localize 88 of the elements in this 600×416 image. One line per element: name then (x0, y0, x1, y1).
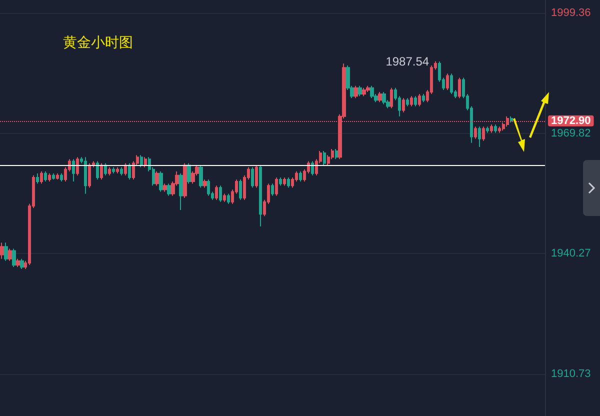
candlestick (378, 91, 382, 103)
candlestick (116, 166, 119, 174)
candlestick (4, 242, 8, 262)
candlestick (84, 156, 87, 194)
candlestick (223, 193, 226, 202)
candlestick (124, 162, 127, 176)
candlestick (410, 96, 413, 107)
candlestick (140, 154, 143, 168)
candlestick (354, 85, 358, 99)
candlestick (458, 77, 461, 99)
candlestick (259, 164, 262, 227)
candlestick (48, 172, 51, 182)
candlestick (422, 94, 425, 103)
candlestick (279, 176, 282, 186)
candlestick (20, 258, 24, 270)
candlestick (108, 166, 111, 176)
candlestick (271, 183, 274, 196)
candlestick (358, 85, 362, 97)
candlestick (382, 91, 386, 105)
candlestick (155, 170, 159, 186)
candlestick (72, 158, 75, 182)
candlestick (275, 176, 278, 196)
candlestick (335, 148, 338, 160)
candlestick (323, 150, 326, 166)
text: 黄金小时图 (63, 34, 133, 50)
y-tick-label: 1969.82 (551, 127, 591, 140)
candlestick (287, 176, 290, 188)
candlestick (120, 166, 123, 176)
candlestick (0, 242, 4, 260)
candlestick (510, 116, 513, 124)
candlestick (100, 162, 103, 180)
candlestick (104, 162, 107, 176)
candlestick (88, 162, 91, 188)
candlestick (12, 248, 16, 268)
candlestick (187, 162, 191, 184)
candlestick (215, 185, 218, 200)
candlestick (76, 156, 79, 176)
candlestick (44, 170, 47, 182)
candlestick (239, 179, 242, 200)
candlestick (498, 126, 501, 134)
candlestick (40, 170, 43, 184)
candlestick (390, 87, 393, 109)
candlestick (482, 126, 485, 142)
candlestick (8, 248, 12, 262)
candlestick (207, 179, 210, 196)
candlestick (92, 160, 95, 168)
y-tick-label: 1940.27 (551, 248, 591, 260)
candlestick (96, 160, 99, 180)
candlestick (203, 179, 207, 188)
candlestick (366, 85, 370, 92)
candlestick (255, 164, 258, 188)
ref-line-label: 1972.90 (551, 114, 591, 127)
candlestick (311, 160, 314, 176)
candlestick (406, 98, 409, 107)
candlestick (478, 126, 481, 148)
y-tick-label: 1999.36 (551, 7, 591, 20)
candlestick (219, 185, 222, 202)
candlestick (112, 166, 115, 174)
candlestick (414, 96, 417, 107)
candlestick (490, 124, 493, 134)
y-tick-label: 1910.73 (551, 368, 591, 380)
candlestick (402, 98, 405, 113)
candlestick (60, 172, 63, 182)
candlestick (179, 172, 183, 211)
candlestick (446, 73, 449, 90)
candlestick (450, 73, 453, 95)
candlestick (183, 162, 187, 198)
candlestick (370, 85, 374, 99)
candlestick (474, 126, 477, 140)
candlestick (227, 193, 230, 204)
candlestick (144, 156, 147, 168)
annotation: 1987.54 (386, 54, 430, 68)
candlestick (36, 172, 39, 184)
candlestick (486, 126, 489, 134)
candlestick (283, 176, 286, 186)
candlestick (199, 164, 203, 188)
candlestick (299, 170, 302, 182)
candlestick (362, 87, 366, 97)
candlestick (163, 183, 167, 192)
candlestick (494, 124, 497, 134)
candlestick (159, 170, 163, 192)
candlestick (52, 172, 55, 180)
candlestick (251, 166, 254, 188)
candlestick (56, 172, 59, 180)
candlestick (16, 258, 20, 268)
candlestick (167, 183, 171, 196)
candlestick (128, 162, 131, 180)
candlestick (418, 94, 421, 107)
